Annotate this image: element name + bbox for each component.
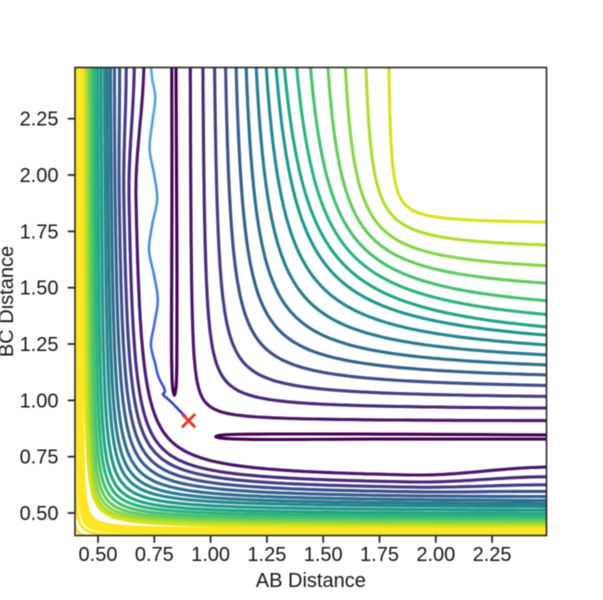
svg-text:2.25: 2.25 (473, 544, 512, 566)
svg-text:2.00: 2.00 (20, 165, 59, 187)
svg-text:1.75: 1.75 (20, 221, 59, 243)
svg-text:1.00: 1.00 (191, 544, 230, 566)
svg-text:1.75: 1.75 (360, 544, 399, 566)
svg-text:BC Distance: BC Distance (0, 246, 18, 357)
svg-text:1.25: 1.25 (20, 334, 59, 356)
svg-text:0.75: 0.75 (20, 447, 59, 469)
svg-text:1.25: 1.25 (247, 544, 286, 566)
svg-text:2.00: 2.00 (416, 544, 455, 566)
svg-text:1.50: 1.50 (304, 544, 343, 566)
svg-text:1.00: 1.00 (20, 390, 59, 412)
svg-text:0.50: 0.50 (20, 503, 59, 525)
svg-text:AB Distance: AB Distance (256, 570, 366, 592)
svg-text:0.75: 0.75 (135, 544, 174, 566)
svg-text:2.25: 2.25 (20, 109, 59, 131)
svg-text:0.50: 0.50 (79, 544, 118, 566)
svg-text:1.50: 1.50 (20, 278, 59, 300)
